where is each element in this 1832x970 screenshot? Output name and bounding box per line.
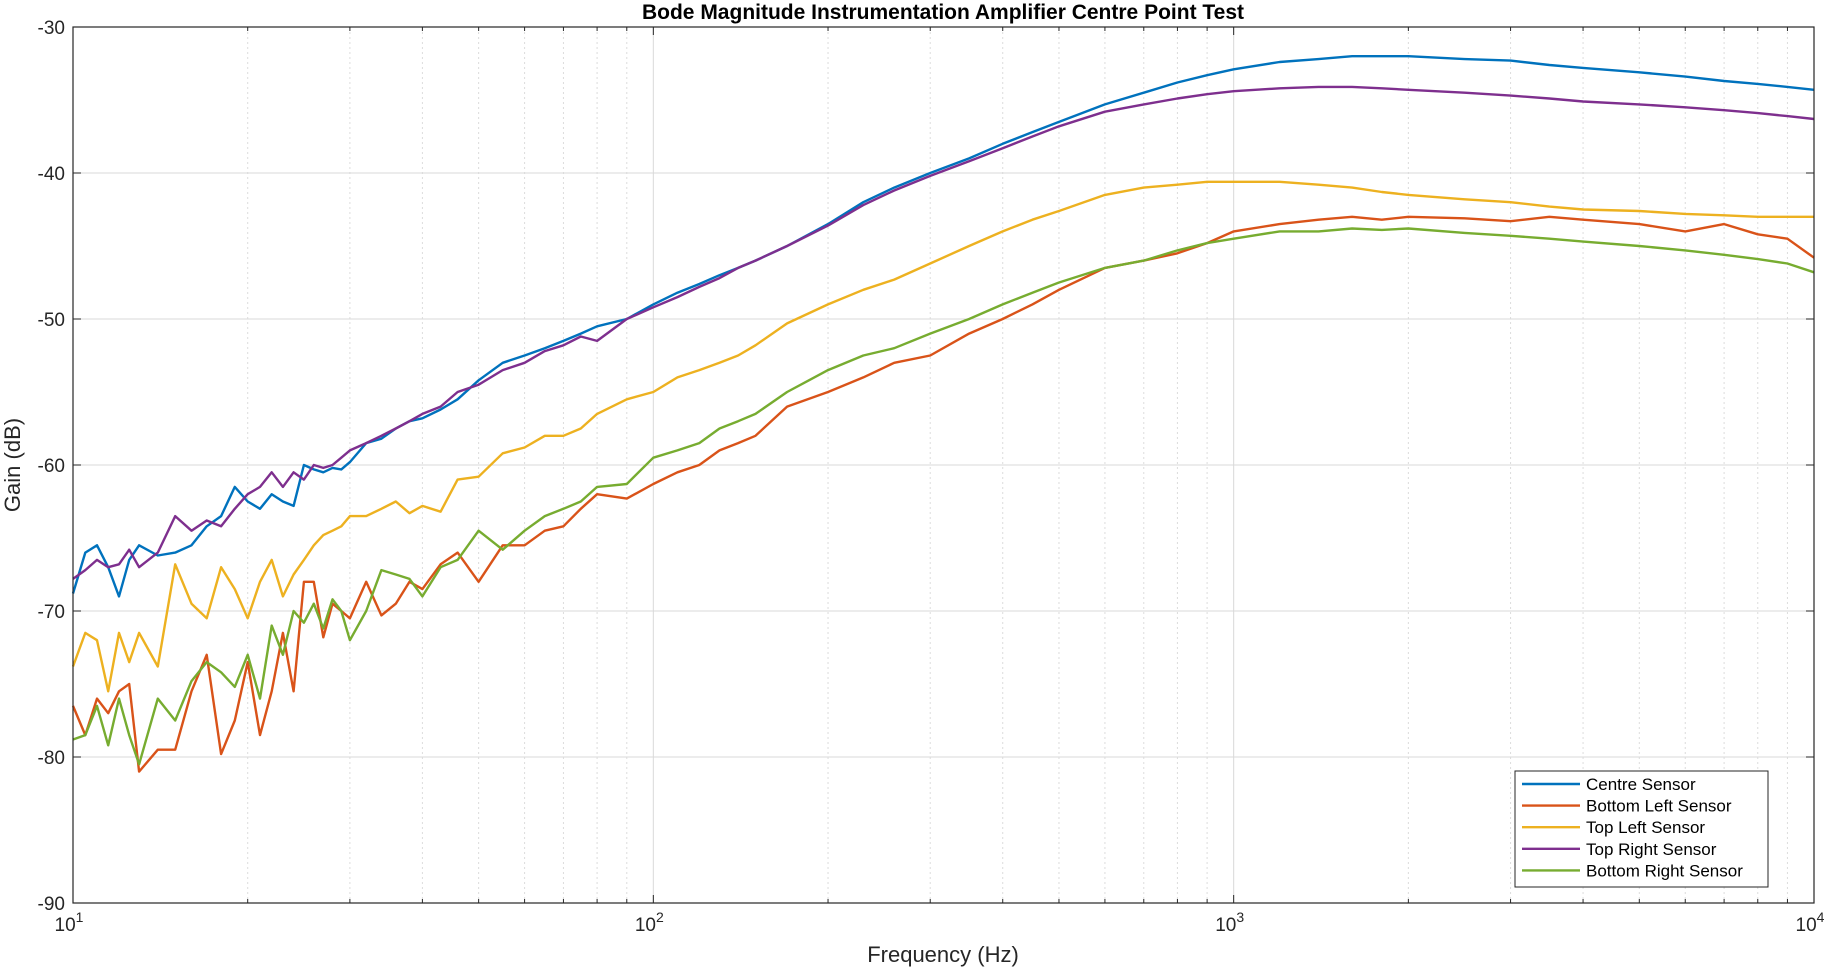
legend-label: Centre Sensor: [1586, 775, 1696, 794]
legend-label: Bottom Left Sensor: [1586, 797, 1732, 816]
legend-label: Top Right Sensor: [1586, 840, 1717, 859]
legend-label: Top Left Sensor: [1586, 818, 1705, 837]
series-line: [72, 85, 1815, 580]
x-axis-ticks: 101 102 103 104: [55, 27, 1825, 936]
series-group: [71, 55, 1815, 773]
series-line: [71, 55, 1815, 598]
y-tick-label: -60: [38, 456, 65, 477]
y-tick-label: -90: [38, 894, 65, 915]
series-line: [72, 227, 1815, 766]
series-line: [71, 180, 1814, 693]
series-line: [71, 215, 1815, 773]
y-tick-label: -50: [38, 310, 65, 331]
x-axis-label: Frequency (Hz): [867, 942, 1019, 967]
x-tick-label: 104: [1796, 909, 1825, 936]
legend-label: Bottom Right Sensor: [1586, 861, 1743, 880]
legend-box: [1514, 770, 1769, 888]
y-tick-label: -30: [38, 18, 65, 39]
x-tick-label: 103: [1215, 909, 1244, 936]
y-tick-label: -40: [38, 164, 65, 185]
y-axis-label: Gain (dB): [0, 418, 25, 512]
x-tick-label: 101: [55, 909, 84, 936]
chart-title: Bode Magnitude Instrumentation Amplifier…: [642, 1, 1244, 24]
y-axis-ticks: -30 -40 -50 -60 -70 -80 -90: [38, 18, 1814, 915]
legend: Centre Sensor Bottom Left Sensor Top Left …: [1514, 770, 1769, 888]
y-tick-label: -70: [38, 602, 65, 623]
x-tick-label: 102: [635, 909, 664, 936]
y-tick-label: -80: [38, 748, 65, 769]
